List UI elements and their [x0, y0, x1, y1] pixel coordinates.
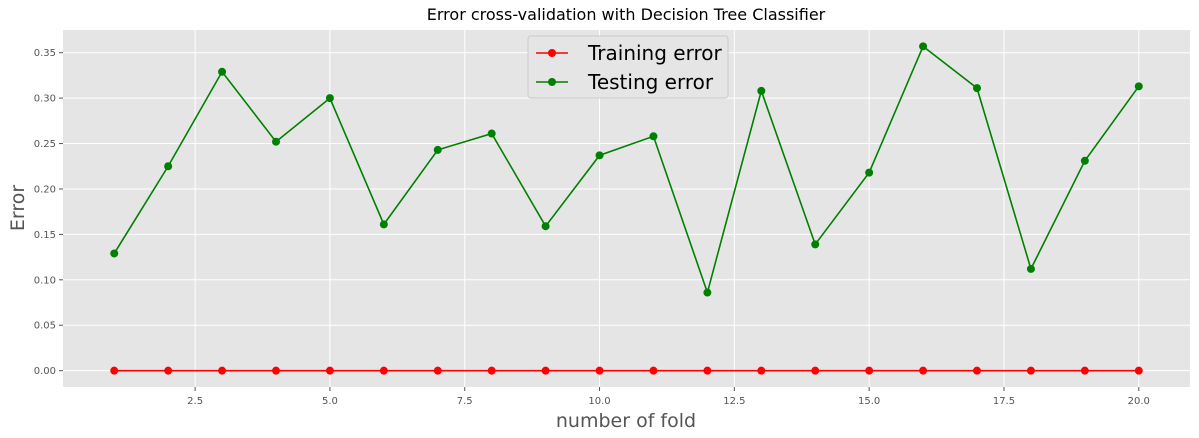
data-point — [865, 168, 874, 177]
data-point — [649, 366, 658, 375]
data-point — [1134, 82, 1143, 91]
x-tick-label: 2.5 — [187, 396, 203, 407]
data-point — [1026, 264, 1035, 273]
data-point — [595, 151, 604, 160]
data-point — [649, 132, 658, 141]
y-tick-label: 0.35 — [34, 48, 56, 59]
data-point — [433, 366, 442, 375]
data-point — [595, 366, 604, 375]
series-line — [113, 45, 1140, 296]
y-tick-label: 0.15 — [34, 230, 56, 241]
series-testing-error — [110, 42, 1143, 297]
chart-title: Error cross-validation with Decision Tre… — [427, 5, 826, 24]
legend-marker — [548, 78, 556, 86]
legend-entry-label: Testing error — [587, 70, 714, 94]
data-point — [218, 366, 227, 375]
series-group — [110, 42, 1143, 375]
data-point — [757, 366, 766, 375]
x-tick-label: 17.5 — [993, 396, 1015, 407]
x-axis-ticks: 2.5 5.0 7.5 10.0 12.5 15.0 17.5 20.0 — [187, 387, 1150, 407]
data-point — [110, 249, 119, 258]
data-point — [1080, 156, 1089, 165]
data-point — [433, 145, 442, 154]
data-point — [487, 129, 496, 138]
y-tick-label: 0.05 — [34, 321, 56, 332]
legend-marker — [548, 49, 556, 57]
x-axis-label: number of fold — [556, 410, 696, 432]
x-tick-label: 15.0 — [858, 396, 880, 407]
data-point — [218, 67, 227, 76]
data-point — [379, 220, 388, 229]
data-point — [325, 366, 334, 375]
data-point — [973, 366, 982, 375]
data-point — [541, 366, 550, 375]
data-point — [325, 94, 334, 103]
data-point — [757, 86, 766, 95]
y-tick-label: 0.20 — [34, 184, 56, 195]
data-point — [811, 366, 820, 375]
data-point — [703, 366, 712, 375]
series-training-error — [110, 366, 1143, 375]
data-point — [1080, 366, 1089, 375]
y-axis-label: Error — [7, 185, 29, 232]
y-axis-ticks: 0.00 0.05 0.10 0.15 0.20 0.25 0.30 0.35 — [34, 48, 63, 377]
data-point — [919, 366, 928, 375]
data-point — [865, 366, 874, 375]
data-point — [379, 366, 388, 375]
y-tick-label: 0.10 — [34, 275, 56, 286]
y-tick-label: 0.25 — [34, 139, 56, 150]
legend-box — [527, 35, 729, 99]
data-point — [271, 137, 280, 146]
x-tick-label: 20.0 — [1128, 396, 1150, 407]
data-point — [164, 366, 173, 375]
data-point — [811, 240, 820, 249]
data-point — [919, 42, 928, 51]
data-point — [271, 366, 280, 375]
data-point — [973, 84, 982, 93]
data-point — [1026, 366, 1035, 375]
data-point — [703, 288, 712, 297]
y-tick-label: 0.30 — [34, 94, 56, 105]
y-tick-label: 0.00 — [34, 366, 56, 377]
legend-entry-label: Training error — [587, 41, 722, 65]
data-point — [541, 222, 550, 231]
x-tick-label: 5.0 — [322, 396, 338, 407]
data-point — [110, 366, 119, 375]
x-tick-label: 7.5 — [457, 396, 473, 407]
data-point — [164, 162, 173, 171]
x-tick-label: 12.5 — [723, 396, 745, 407]
legend: Training error Testing error — [527, 35, 729, 99]
data-point — [1134, 366, 1143, 375]
x-tick-label: 10.0 — [588, 396, 610, 407]
data-point — [487, 366, 496, 375]
